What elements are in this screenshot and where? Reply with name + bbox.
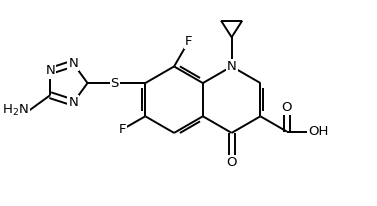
Text: H$_2$N: H$_2$N (2, 103, 29, 118)
Text: OH: OH (308, 125, 329, 138)
Text: N: N (68, 57, 78, 70)
Text: O: O (226, 156, 237, 169)
Text: N: N (227, 60, 236, 73)
Text: S: S (110, 77, 119, 90)
Text: N: N (68, 96, 78, 109)
Text: F: F (185, 35, 192, 48)
Text: O: O (282, 101, 292, 114)
Text: N: N (45, 64, 55, 77)
Text: F: F (118, 123, 126, 136)
